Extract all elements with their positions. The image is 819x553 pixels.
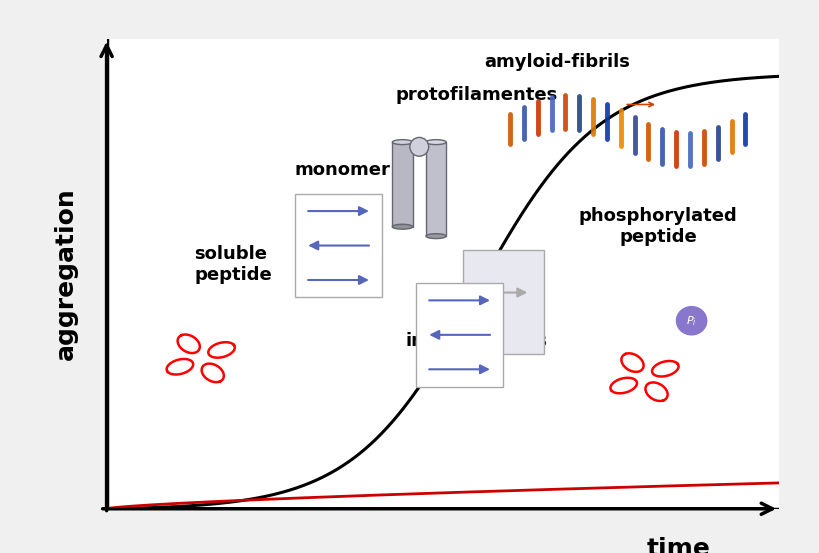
FancyBboxPatch shape [295,194,382,298]
Ellipse shape [425,140,446,144]
Bar [426,142,446,236]
Ellipse shape [391,225,412,229]
Bar [391,142,412,227]
Ellipse shape [410,137,428,156]
FancyBboxPatch shape [415,283,503,387]
Text: protofilamentes: protofilamentes [396,86,557,104]
Text: monomer: monomer [294,161,389,179]
Text: soluble
peptide: soluble peptide [194,245,271,284]
Text: $P_i$: $P_i$ [686,314,696,327]
Text: time: time [645,537,709,553]
Ellipse shape [676,306,706,335]
Text: phosphorylated
peptide: phosphorylated peptide [578,207,736,246]
Text: aggregation: aggregation [54,187,78,360]
FancyBboxPatch shape [463,250,543,354]
Text: prefibrillar
intermediates: prefibrillar intermediates [405,311,547,349]
Text: amyloid-fibrils: amyloid-fibrils [483,53,629,71]
Ellipse shape [425,234,446,238]
Ellipse shape [391,140,412,144]
